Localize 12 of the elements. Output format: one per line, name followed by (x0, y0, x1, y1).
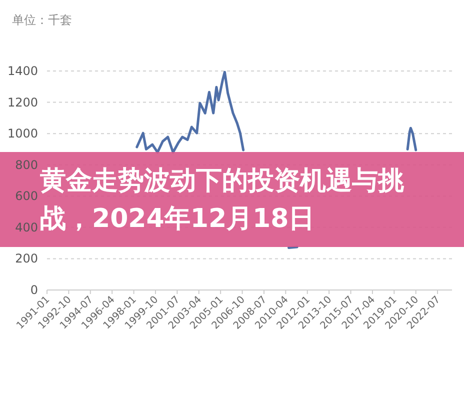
y-tick-label: 600 (15, 189, 38, 204)
line-series (406, 126, 418, 152)
line-series (136, 70, 245, 154)
y-tick-label: 1400 (7, 64, 38, 78)
y-tick-label: 1200 (7, 95, 38, 110)
y-axis-title: 单位：千套 (12, 13, 72, 27)
text: 黄金走势波动下的投资机遇与挑战，2024年12月18日 (40, 164, 405, 236)
y-tick-label: 200 (15, 252, 38, 266)
y-tick-label: 800 (15, 158, 38, 172)
y-tick-label: 1000 (7, 126, 38, 141)
y-tick-label: 0 (30, 283, 38, 297)
y-tick-label: 400 (15, 220, 38, 234)
